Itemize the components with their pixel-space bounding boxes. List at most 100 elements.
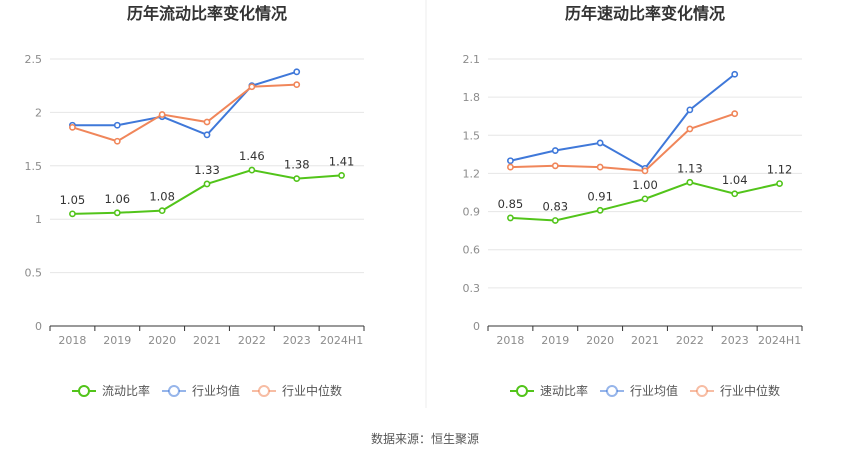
x-tick-label: 2018 xyxy=(496,334,524,347)
data-label: 0.91 xyxy=(587,189,613,203)
data-point xyxy=(641,195,649,203)
x-tick-label: 2022 xyxy=(238,334,266,347)
y-tick-label: 1.2 xyxy=(463,167,481,180)
data-label: 0.83 xyxy=(542,199,568,213)
data-point xyxy=(507,214,514,222)
y-tick-label: 1.5 xyxy=(25,160,43,173)
x-tick-label: 2019 xyxy=(541,334,569,347)
y-tick-label: 1.5 xyxy=(463,129,481,142)
data-point xyxy=(293,175,301,183)
data-point xyxy=(293,68,301,76)
data-point xyxy=(113,121,121,129)
data-point xyxy=(158,207,166,215)
legend-swatch-marker xyxy=(516,385,528,397)
data-point xyxy=(69,210,76,218)
data-point xyxy=(731,70,739,78)
series-line-industry-mean xyxy=(72,70,298,137)
data-point xyxy=(686,125,694,133)
data-point xyxy=(293,81,301,89)
data-point xyxy=(776,180,783,187)
x-tick-label: 2024H1 xyxy=(320,334,363,347)
data-point xyxy=(248,166,256,174)
x-tick-label: 2022 xyxy=(676,334,704,347)
legend-item: 流动比率 xyxy=(72,383,150,398)
data-point xyxy=(731,110,739,118)
data-label: 1.33 xyxy=(194,163,220,177)
data-label: 1.12 xyxy=(767,163,793,177)
x-tick-label: 2021 xyxy=(631,334,659,347)
data-point xyxy=(551,217,559,224)
data-point xyxy=(551,162,559,170)
y-tick-label: 0 xyxy=(473,320,480,333)
data-label: 1.04 xyxy=(722,173,748,187)
quick-ratio-chart: 历年速动比率变化情况 0 0.3 0.6 0.9 1.2 1.5 1.8 2.1 2018 2019… xyxy=(463,4,803,398)
data-point xyxy=(248,83,256,91)
x-tick-label: 2019 xyxy=(103,334,131,347)
y-tick-label: 2.1 xyxy=(463,53,481,66)
data-point xyxy=(731,190,739,198)
chart-title: 历年速动比率变化情况 xyxy=(565,4,725,23)
legend-swatch-marker xyxy=(78,385,90,397)
y-tick-label: 0.9 xyxy=(463,206,481,219)
data-point xyxy=(338,172,345,179)
legend-label: 行业中位数 xyxy=(282,383,342,398)
data-point xyxy=(551,147,559,154)
legend-label: 流动比率 xyxy=(102,383,150,398)
legend-item: 速动比率 xyxy=(510,383,588,398)
data-point xyxy=(641,167,649,175)
y-tick-label: 2.5 xyxy=(25,53,43,66)
data-label: 1.41 xyxy=(329,154,355,168)
data-point xyxy=(686,178,694,186)
legend-label: 行业均值 xyxy=(192,383,240,398)
data-point xyxy=(203,118,211,126)
y-tick-label: 0.3 xyxy=(463,282,481,295)
data-point xyxy=(596,163,604,171)
series-line-industry-median xyxy=(72,83,297,143)
data-label: 1.08 xyxy=(149,190,175,204)
data-label: 1.38 xyxy=(284,158,310,172)
y-tick-label: 0 xyxy=(35,320,42,333)
data-point xyxy=(596,206,604,214)
data-label: 1.13 xyxy=(677,161,703,175)
legend-label: 行业均值 xyxy=(630,383,678,398)
data-point xyxy=(507,157,514,165)
legend-item: 行业均值 xyxy=(600,383,678,398)
data-source-note: 数据来源：恒生聚源 xyxy=(371,431,479,446)
y-tick-label: 0.6 xyxy=(463,244,481,257)
current-ratio-chart: 历年流动比率变化情况 0 0.5 1 1.5 2 2.5 2018 2019 2020 2021 20… xyxy=(25,4,365,398)
y-tick-label: 2 xyxy=(35,106,42,119)
data-point xyxy=(507,163,514,171)
legend-item: 行业中位数 xyxy=(690,383,780,398)
y-tick-label: 1 xyxy=(35,213,42,226)
series-line-industry-mean xyxy=(510,73,736,170)
y-tick-label: 0.5 xyxy=(25,267,43,280)
legend-swatch-marker xyxy=(168,385,180,397)
data-label: 0.85 xyxy=(498,197,524,211)
legend-swatch-marker xyxy=(696,385,708,397)
data-point xyxy=(158,111,166,118)
data-label: 1.05 xyxy=(60,193,86,207)
data-point xyxy=(203,131,211,139)
chart-title: 历年流动比率变化情况 xyxy=(127,4,287,23)
legend-label: 速动比率 xyxy=(540,383,588,398)
data-point xyxy=(69,123,76,131)
legend-swatch-marker xyxy=(606,385,618,397)
data-label: 1.46 xyxy=(239,149,265,163)
x-tick-label: 2020 xyxy=(586,334,614,347)
series-line-industry-median xyxy=(510,112,736,172)
x-tick-label: 2023 xyxy=(721,334,749,347)
legend-item: 行业均值 xyxy=(162,383,240,398)
legend-item: 行业中位数 xyxy=(252,383,342,398)
data-point xyxy=(203,180,211,188)
data-point xyxy=(596,139,604,147)
data-label: 1.00 xyxy=(632,178,658,192)
x-tick-label: 2021 xyxy=(193,334,221,347)
y-tick-label: 1.8 xyxy=(463,91,481,104)
x-tick-label: 2023 xyxy=(283,334,311,347)
data-point xyxy=(113,209,121,217)
x-tick-label: 2018 xyxy=(58,334,86,347)
data-label: 1.06 xyxy=(104,192,130,206)
data-point xyxy=(113,137,121,145)
data-point xyxy=(686,106,694,114)
